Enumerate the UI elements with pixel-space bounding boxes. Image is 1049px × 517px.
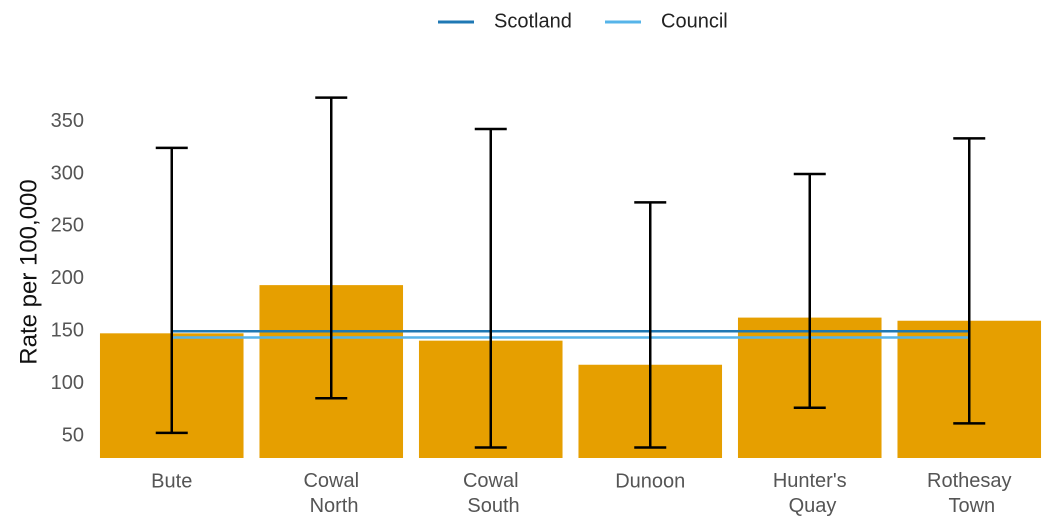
x-tick-label: Bute [151, 470, 192, 492]
error-bar [474, 127, 507, 449]
x-tick-label: Rothesay Town [927, 470, 1012, 517]
error-bar [634, 201, 667, 449]
y-tick-label: 200 [51, 267, 84, 289]
y-tick-label: 250 [51, 215, 84, 237]
y-tick-label: 100 [51, 372, 84, 394]
x-tick-label: Dunoon [615, 470, 685, 492]
error-bar [155, 146, 188, 435]
y-tick-label: 350 [51, 110, 84, 132]
y-tick-label: 150 [51, 320, 84, 342]
error-bar [793, 172, 826, 409]
x-tick-label: Cowal North [303, 470, 359, 517]
error-bar [315, 96, 348, 400]
legend-label: Council [661, 10, 728, 32]
x-tick-label: Cowal South [462, 470, 520, 517]
legend-label: Scotland [494, 10, 572, 32]
y-tick-label: 300 [51, 162, 84, 184]
y-tick-label: 50 [62, 424, 84, 446]
x-tick-label: Hunter's Quay [773, 470, 847, 517]
y-axis-label: Rate per 100,000 [15, 179, 42, 364]
error-bar [953, 137, 986, 425]
